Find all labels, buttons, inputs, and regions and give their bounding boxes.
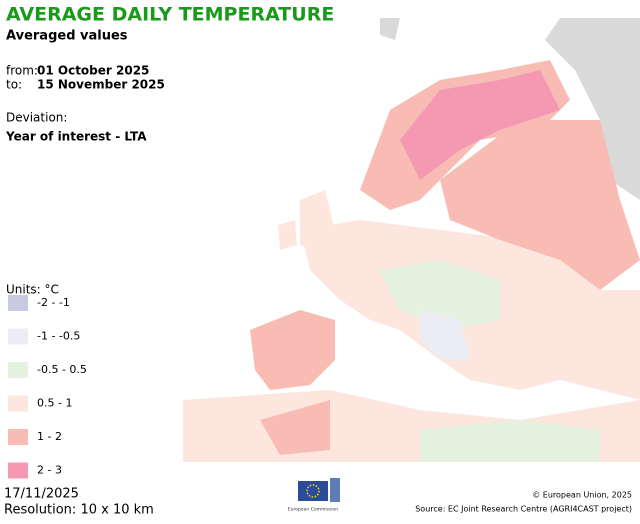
northern-fennoscandia <box>400 70 560 180</box>
to-date: 15 November 2025 <box>37 78 165 92</box>
balkans <box>420 310 470 360</box>
logo-text: European Commission <box>288 507 338 513</box>
legend-label: -1 - -0.5 <box>37 330 80 343</box>
region <box>420 420 600 462</box>
great-britain <box>300 190 335 250</box>
russia <box>440 120 640 290</box>
legend-swatch <box>8 295 28 311</box>
resolution: Resolution: 10 x 10 km <box>4 503 154 518</box>
subtitle: Averaged values <box>6 29 128 44</box>
legend-label: -0.5 - 0.5 <box>37 363 87 376</box>
legend-swatch <box>8 395 28 412</box>
legend: -2 - -1 -1 - -0.5 -0.5 - 0.5 0.5 - 1 1 - 2 2 … <box>8 295 87 479</box>
map <box>183 18 640 462</box>
legend-swatch <box>8 429 28 445</box>
to-label: to: <box>6 78 22 92</box>
outside-land <box>545 18 640 200</box>
outside-land <box>380 18 400 40</box>
deviation-value: Year of interest - LTA <box>5 130 147 144</box>
legend-label: 1 - 2 <box>37 430 62 443</box>
legend-swatch <box>8 362 28 378</box>
region <box>260 400 330 455</box>
deviation-label: Deviation: <box>6 111 67 125</box>
legend-label: 0.5 - 1 <box>37 397 72 410</box>
iberia <box>250 310 335 390</box>
title: AVERAGE DAILY TEMPERATURE <box>6 4 334 26</box>
logo-building <box>330 478 340 502</box>
eu-flag <box>298 481 328 501</box>
footer-date: 17/11/2025 <box>4 487 79 502</box>
legend-swatch <box>8 328 28 345</box>
legend-swatch <box>8 462 28 479</box>
ireland <box>278 220 297 250</box>
from-label: from: <box>6 64 38 78</box>
legend-label: 2 - 3 <box>37 464 62 477</box>
source: Source: EC Joint Research Centre (AGRI4C… <box>415 505 632 514</box>
eu-logo: European Commission <box>288 478 340 513</box>
from-date: 01 October 2025 <box>37 64 149 78</box>
legend-title: Units: °C <box>6 283 59 297</box>
eu-stars <box>306 484 320 498</box>
copyright: © European Union, 2025 <box>532 491 632 500</box>
central-europe <box>380 260 500 330</box>
legend-label: -2 - -1 <box>37 296 70 309</box>
